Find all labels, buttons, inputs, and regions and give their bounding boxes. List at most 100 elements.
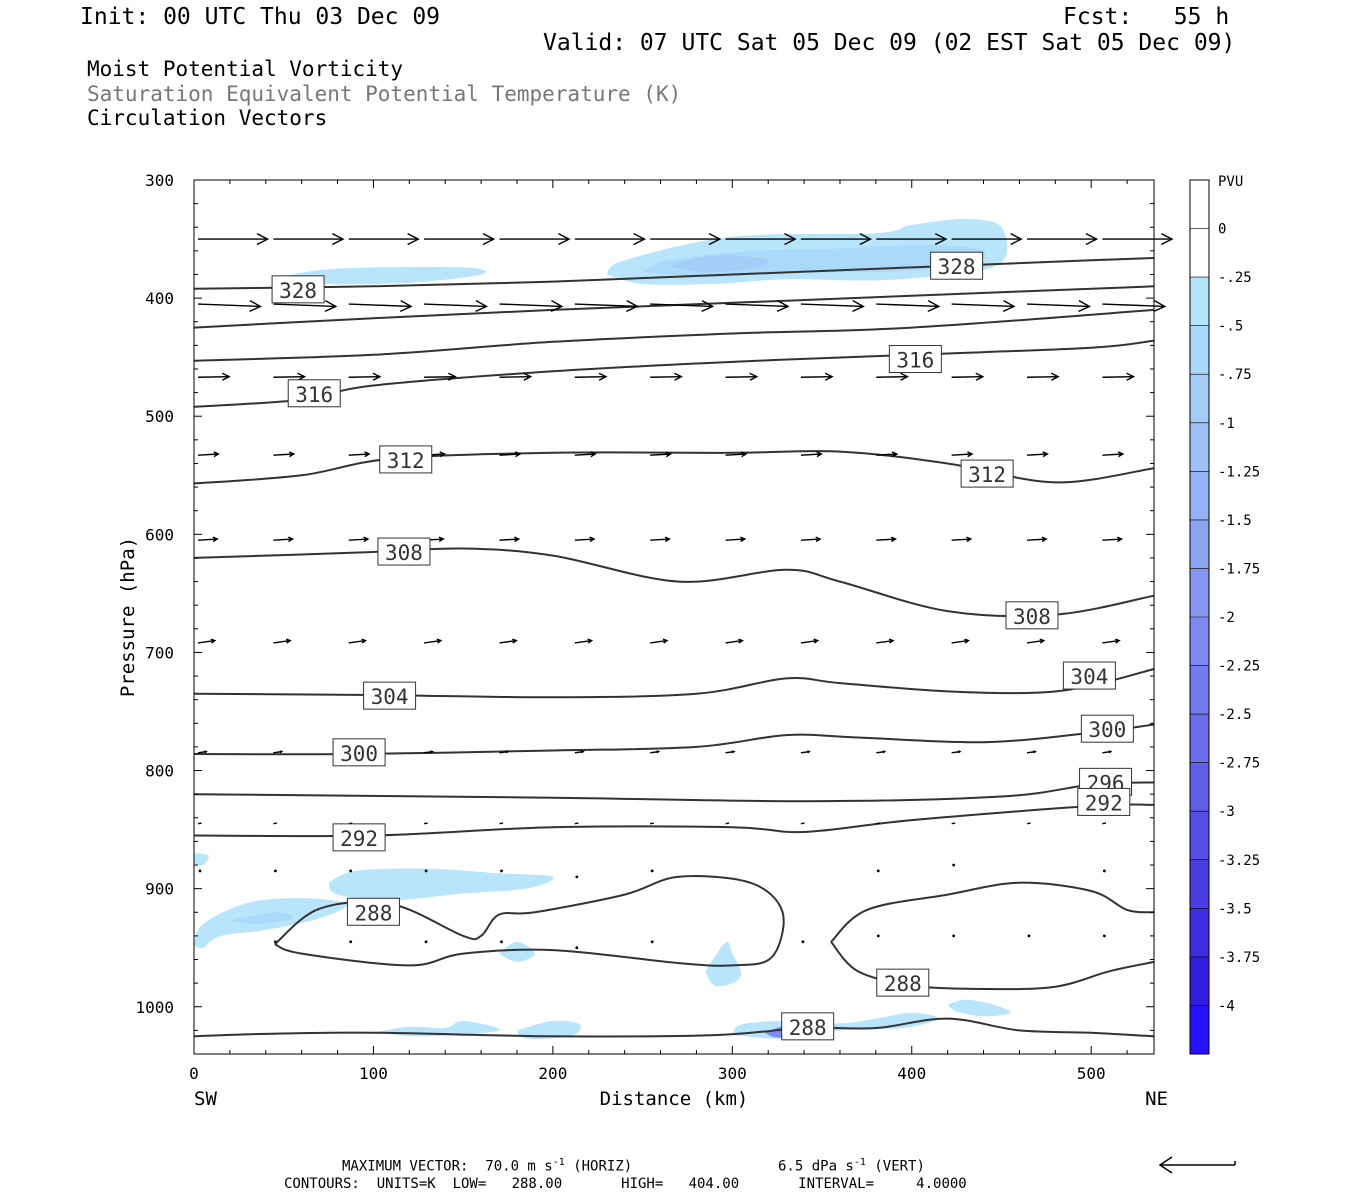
vector-head (852, 299, 865, 313)
vector-head (807, 750, 811, 754)
vector-shaft (1026, 303, 1090, 308)
contour-label-box (379, 445, 433, 474)
vector-head (589, 536, 596, 543)
x-left-label: SW (194, 1088, 217, 1110)
vector-shaft (725, 453, 746, 456)
vector-shaft (1026, 822, 1031, 825)
vector-head (297, 372, 307, 381)
contour-296 (193, 781, 1155, 803)
contour-label-316: 316 (896, 349, 934, 373)
vector-head (749, 372, 759, 381)
x-tick-label: 200 (538, 1064, 567, 1083)
vector-head (590, 451, 597, 458)
contour-label-box (1077, 787, 1131, 816)
y-axis-label: Pressure (hPa) (117, 537, 139, 697)
field-title-vectors: Circulation Vectors (87, 106, 328, 130)
vector-shaft (423, 822, 428, 825)
init-time: Init: 00 UTC Thu 03 Dec 09 (80, 4, 441, 30)
vector-head (656, 750, 661, 754)
vector-shaft (499, 375, 531, 378)
vector-head (824, 372, 834, 381)
vector-head (288, 451, 296, 458)
vector-shaft (1102, 375, 1134, 378)
vector-shaft (800, 453, 822, 456)
vector-head (1050, 372, 1060, 381)
colorbar-tick-label: -1 (1218, 416, 1235, 432)
vector-shaft (574, 639, 592, 644)
vector-shaft (876, 538, 896, 541)
contour-288 (830, 941, 1155, 991)
y-tick-label: 800 (145, 762, 174, 781)
colorbar-tick-label: -1.75 (1218, 561, 1260, 577)
vector-shaft (197, 538, 218, 541)
contour-304 (193, 668, 1155, 699)
vector-shaft (876, 303, 939, 308)
vector-head (1033, 750, 1037, 754)
vector-head (1002, 299, 1016, 313)
colorbar-tick-label: -1.25 (1218, 464, 1260, 480)
vector-head (1010, 232, 1023, 246)
pv-area (229, 912, 294, 925)
vector-shaft (1102, 453, 1123, 456)
vector-head (210, 638, 217, 644)
field-title-thetaes: Saturation Equivalent Potential Temperat… (87, 82, 682, 106)
vector-head (1039, 638, 1046, 644)
vector-head (587, 638, 594, 644)
vector-shaft (800, 375, 833, 378)
colorbar-segment (1190, 325, 1209, 375)
vector-shaft (1026, 453, 1048, 456)
colorbar-segment (1190, 374, 1209, 424)
contour-label-292: 292 (340, 827, 378, 851)
colorbar-segment (1190, 1005, 1209, 1055)
vert-vector-unit: -1 (853, 1157, 866, 1168)
contour-label-328: 328 (938, 255, 976, 279)
contour-label-328: 328 (279, 279, 317, 303)
contour-label-308: 308 (1013, 605, 1051, 629)
vector-head (957, 750, 962, 754)
plot-frame (193, 179, 1155, 1055)
vector-shaft (650, 375, 682, 378)
vector-head (1114, 638, 1121, 644)
vector-shaft (273, 822, 278, 825)
pv-area (705, 941, 742, 987)
vector-head (813, 638, 820, 644)
vector-shaft (1026, 639, 1044, 644)
vector-head (439, 451, 447, 458)
contour-324 (193, 285, 1155, 329)
vector-shaft (197, 303, 261, 308)
vector-shaft (951, 822, 956, 825)
contour-label-312: 312 (387, 449, 425, 473)
colorbar-tick-label: -3 (1218, 804, 1235, 820)
y-tick-label: 500 (145, 407, 174, 426)
vector-head (212, 536, 219, 543)
colorbar-segment (1190, 762, 1209, 812)
vector-shaft (800, 822, 805, 825)
vector-shaft (876, 639, 894, 644)
x-tick-label: 500 (1077, 1064, 1106, 1083)
vector-head (964, 638, 970, 644)
colorbar-segment (1190, 811, 1209, 861)
colorbar-segment (1190, 422, 1209, 472)
vector-dot (349, 940, 353, 944)
colorbar-segment (1190, 519, 1209, 569)
vector-dot (273, 940, 277, 944)
vector-shaft (951, 538, 971, 541)
pv-area (669, 255, 769, 273)
colorbar-tick-label: -1.5 (1218, 513, 1252, 529)
vector-shaft (1026, 538, 1047, 541)
contour-288 (274, 875, 785, 967)
vector-head (364, 451, 371, 458)
vector-head (550, 299, 564, 313)
vector-head (475, 299, 489, 313)
vector-head (287, 536, 295, 543)
contour-label-box (346, 897, 400, 926)
contour-label-316: 316 (295, 383, 333, 407)
vector-shaft (650, 453, 671, 456)
vector-shaft (1102, 639, 1120, 644)
vector-shaft (800, 639, 818, 644)
vector-shaft (273, 375, 305, 378)
vector-head (213, 451, 220, 458)
colorbar-segment (1190, 714, 1209, 764)
vector-head (927, 299, 941, 313)
